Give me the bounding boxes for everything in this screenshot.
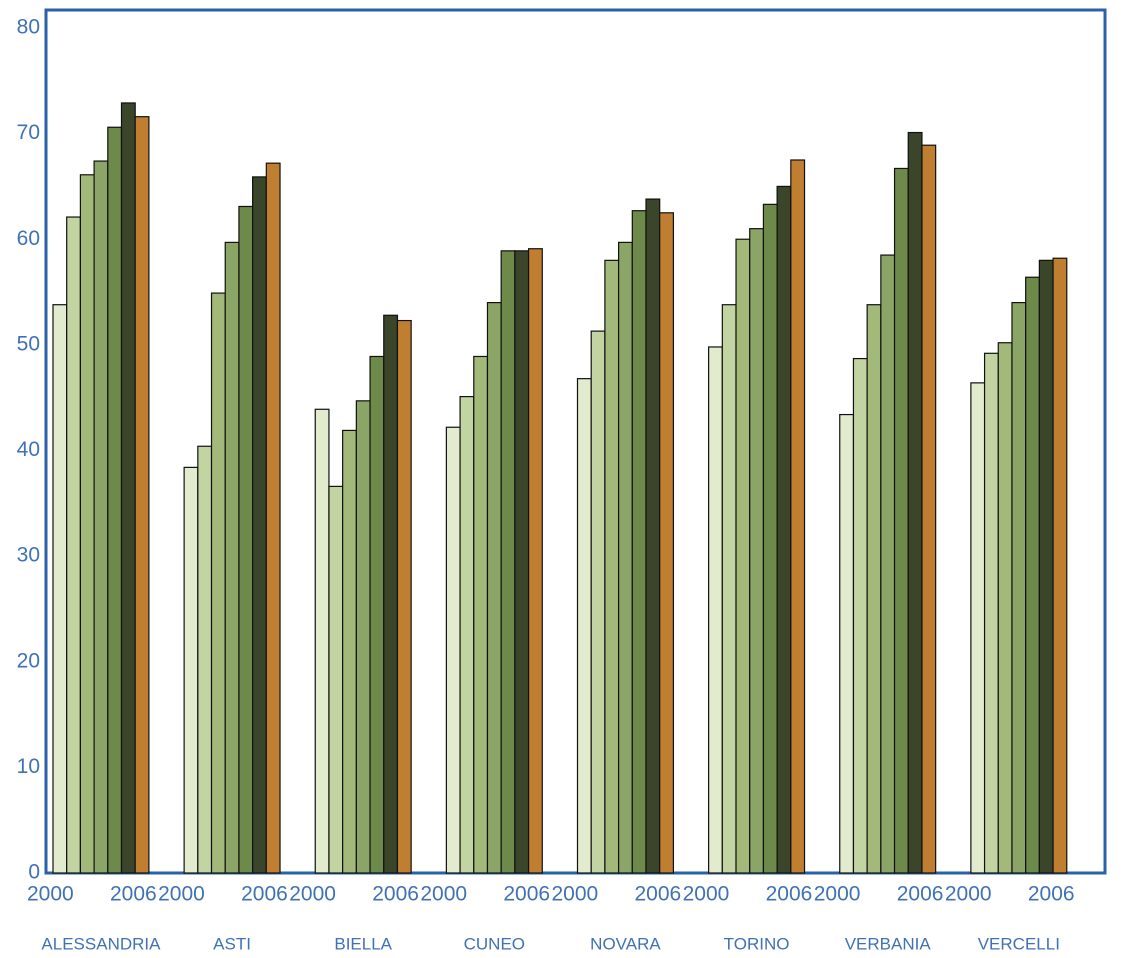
bar	[314, 408, 330, 874]
bar	[617, 241, 633, 874]
bar	[369, 355, 385, 874]
bar	[93, 160, 109, 874]
x-tick-label: BIELLA	[334, 934, 392, 953]
x-tick-label: VERBANIA	[845, 934, 932, 953]
bar	[342, 429, 357, 874]
group-end-label: 2006	[110, 883, 157, 906]
bar	[921, 144, 937, 874]
bar	[970, 382, 986, 874]
bar	[790, 159, 806, 874]
group-end-label: 2006	[1028, 883, 1075, 906]
bar	[708, 346, 723, 874]
bar	[514, 250, 530, 874]
y-tick-label: 60	[17, 227, 40, 250]
y-tick-label: 30	[17, 544, 40, 567]
bar	[1025, 276, 1040, 874]
bar	[1052, 257, 1068, 874]
bar	[500, 250, 516, 874]
bar	[1038, 259, 1054, 874]
bar	[645, 198, 661, 874]
bar	[66, 216, 81, 874]
group-start-label: 2000	[289, 883, 336, 906]
y-tick-label: 50	[17, 332, 40, 355]
bar	[721, 304, 737, 874]
bar	[224, 241, 240, 874]
bar	[631, 210, 647, 874]
x-tick-label: ASTI	[213, 934, 251, 953]
bar	[880, 254, 896, 874]
bar	[134, 116, 150, 874]
group-end-label: 2006	[503, 883, 550, 906]
bar	[983, 352, 999, 874]
bar	[590, 330, 606, 874]
bar	[210, 292, 226, 874]
bar	[893, 167, 909, 874]
bar	[445, 426, 461, 874]
bar	[79, 174, 95, 874]
bar	[486, 301, 502, 874]
group-start-label: 2000	[420, 883, 467, 906]
bar	[265, 162, 281, 874]
bar	[997, 342, 1013, 874]
bar	[776, 185, 792, 874]
y-tick-label: 0	[28, 861, 40, 884]
bar	[866, 304, 882, 874]
bar	[197, 445, 213, 874]
bar	[328, 485, 344, 874]
group-start-label: 2000	[814, 883, 861, 906]
group-start-label: 2000	[552, 883, 599, 906]
bar	[473, 355, 489, 874]
bar	[52, 304, 68, 874]
bar	[604, 259, 620, 874]
x-tick-label: NOVARA	[590, 934, 661, 953]
x-tick-label: ALESSANDRIA	[41, 934, 161, 953]
group-start-label: 2000	[683, 883, 730, 906]
bar	[762, 203, 778, 874]
y-tick-label: 80	[17, 16, 40, 39]
x-tick-label: TORINO	[724, 934, 790, 953]
bar	[183, 466, 199, 874]
bar	[107, 126, 123, 874]
group-end-label: 2006	[897, 883, 944, 906]
group-end-label: 2006	[372, 883, 419, 906]
bar	[852, 357, 868, 874]
bar	[839, 413, 855, 874]
bar	[383, 314, 399, 874]
group-end-label: 2006	[241, 883, 288, 906]
bar	[252, 176, 267, 874]
bar	[735, 238, 751, 874]
bar	[527, 248, 543, 874]
bar	[355, 400, 371, 874]
bar	[749, 228, 765, 874]
bar	[120, 102, 136, 874]
x-tick-label: CUNEO	[464, 934, 525, 953]
y-tick-label: 40	[17, 438, 40, 461]
bar	[238, 205, 254, 874]
bar	[659, 212, 675, 874]
group-start-label: 2000	[158, 883, 205, 906]
group-start-label: 2000	[27, 883, 74, 906]
bar	[1011, 301, 1027, 874]
group-end-label: 2006	[635, 883, 682, 906]
group-start-label: 2000	[945, 883, 992, 906]
bar	[396, 319, 412, 874]
group-end-label: 2006	[766, 883, 813, 906]
y-tick-label: 70	[17, 121, 40, 144]
bar	[576, 378, 592, 874]
bar	[459, 396, 475, 874]
bar	[907, 131, 923, 874]
y-tick-label: 20	[17, 649, 40, 672]
y-tick-label: 10	[17, 755, 40, 778]
x-tick-label: VERCELLI	[978, 934, 1060, 953]
